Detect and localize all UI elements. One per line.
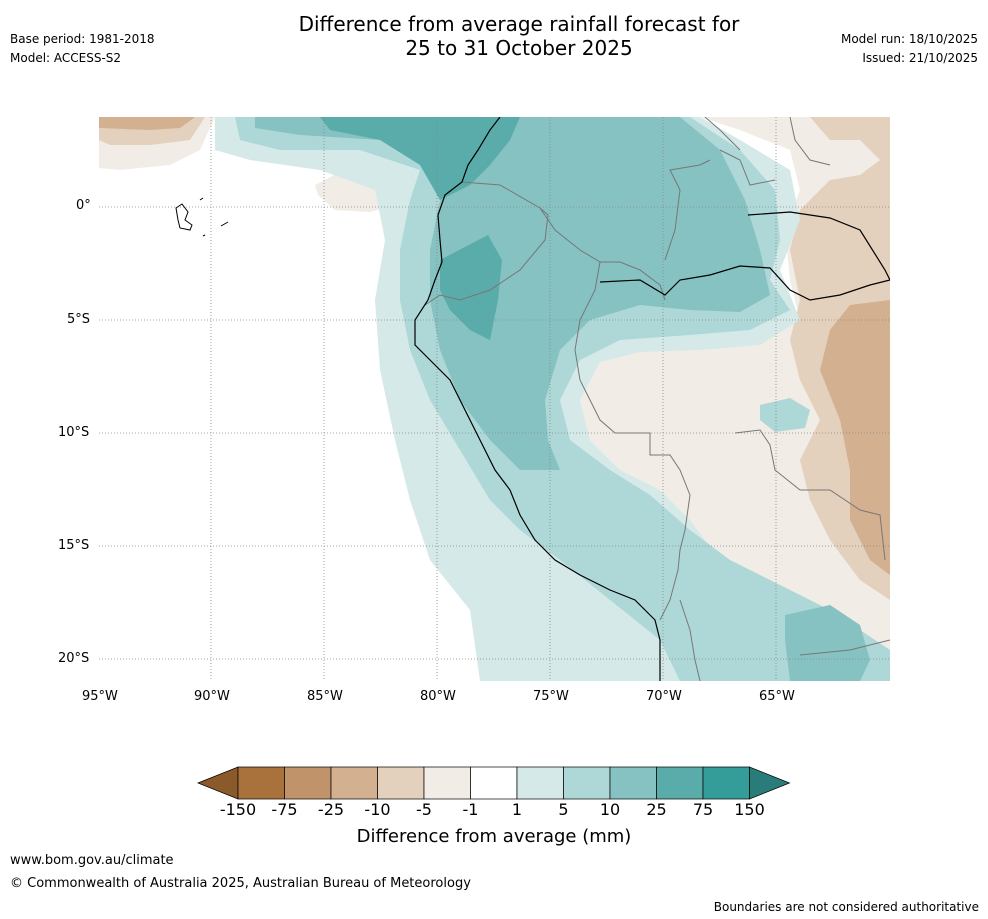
colorbar-swatch — [284, 766, 332, 800]
x-tick-80w: 80°W — [420, 689, 456, 704]
colorbar-tick-label: -10 — [364, 800, 391, 819]
y-tick-15s: 15°S — [58, 538, 90, 553]
colorbar-tick-label: -25 — [317, 800, 345, 819]
dry-area-northwest-strong — [99, 117, 195, 130]
map-fields — [99, 117, 890, 681]
disclaimer-text: Boundaries are not considered authoritat… — [713, 900, 979, 914]
colorbar-tick-label: -150 — [219, 800, 257, 819]
wet-band-3 — [255, 117, 770, 470]
colorbar-swatch — [656, 766, 704, 800]
title-line-2: 25 to 31 October 2025 — [405, 36, 633, 60]
colorbar-swatch — [609, 766, 657, 800]
colorbar-tick-label: 5 — [558, 800, 569, 819]
colorbar-swatch — [237, 766, 285, 800]
colorbar-tick-label: -75 — [271, 800, 298, 819]
base-period-label: Base period: 1981-2018 — [10, 32, 155, 46]
wet-band-4-coast — [440, 235, 502, 340]
dry-area-east-strong — [820, 300, 890, 575]
website-link[interactable]: www.bom.gov.au/climate — [10, 853, 174, 868]
x-tick-85w: 85°W — [307, 689, 343, 704]
x-tick-75w: 75°W — [533, 689, 569, 704]
colorbar-tick-label: -5 — [416, 800, 432, 819]
y-tick-5s: 5°S — [67, 312, 91, 327]
y-tick-20s: 20°S — [58, 651, 90, 666]
galapagos-islands — [175, 197, 229, 237]
coastline — [414, 117, 890, 681]
map-title: Difference from average rainfall forecas… — [219, 12, 819, 60]
colorbar-swatch — [516, 766, 564, 800]
colorbar-swatches — [197, 766, 791, 800]
colorbar-swatch — [377, 766, 425, 800]
wet-band-4 — [320, 117, 520, 200]
x-tick-65w: 65°W — [759, 689, 795, 704]
model-label: Model: ACCESS-S2 — [10, 51, 122, 65]
issued-label: Issued: 21/10/2025 — [862, 51, 978, 65]
colorbar-title: Difference from average (mm) — [356, 826, 632, 847]
colorbar-swatch — [423, 766, 471, 800]
wet-band-3-south — [785, 605, 870, 681]
colorbar-tick-label: 1 — [511, 800, 523, 819]
colorbar-tick-label: 150 — [734, 800, 765, 819]
colorbar-tick-label: -1 — [462, 800, 479, 819]
x-tick-95w: 95°W — [82, 689, 118, 704]
wet-spot-interior — [760, 398, 810, 432]
colorbar-swatch — [470, 766, 518, 800]
y-tick-0: 0° — [76, 198, 91, 213]
y-tick-10s: 10°S — [58, 425, 90, 440]
title-line-1: Difference from average rainfall forecas… — [298, 12, 740, 36]
colorbar — [197, 766, 791, 800]
gridlines — [99, 117, 890, 681]
copyright-text: © Commonwealth of Australia 2025, Austra… — [10, 876, 471, 891]
x-tick-70w: 70°W — [646, 689, 682, 704]
colorbar-swatch — [702, 766, 750, 800]
colorbar-tick-label: 25 — [646, 800, 667, 819]
colorbar-swatch — [563, 766, 611, 800]
colorbar-extend-high — [749, 766, 791, 800]
boundaries — [175, 117, 890, 681]
colorbar-extend-low — [197, 766, 239, 800]
country-borders — [424, 117, 890, 681]
colorbar-swatch — [330, 766, 378, 800]
x-tick-90w: 90°W — [194, 689, 230, 704]
colorbar-tick-label: 75 — [692, 800, 714, 819]
colorbar-tick-label: 10 — [599, 800, 621, 819]
model-run-label: Model run: 18/10/2025 — [840, 32, 978, 46]
